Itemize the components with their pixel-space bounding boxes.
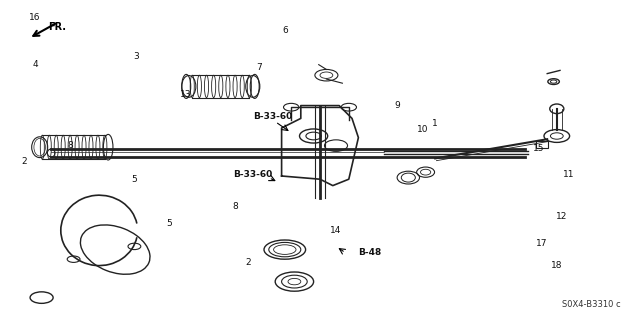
Text: 17: 17 (536, 239, 548, 248)
Text: 9: 9 (394, 101, 399, 110)
Text: 8: 8 (233, 202, 238, 211)
Text: 7: 7 (257, 63, 262, 72)
Text: 8: 8 (68, 141, 73, 150)
Text: 2: 2 (246, 258, 251, 267)
Text: 13: 13 (180, 90, 191, 99)
Text: 16: 16 (29, 13, 41, 22)
Text: S0X4-B3310 c: S0X4-B3310 c (562, 300, 621, 309)
Text: 15: 15 (533, 144, 545, 153)
Text: 11: 11 (563, 170, 574, 179)
Text: 14: 14 (330, 226, 341, 235)
Text: 5: 5 (132, 175, 137, 184)
Text: 10: 10 (417, 125, 428, 134)
Text: 18: 18 (551, 261, 563, 270)
Text: 4: 4 (33, 60, 38, 68)
Text: 5: 5 (167, 220, 172, 228)
Text: 6: 6 (282, 26, 287, 35)
Text: FR.: FR. (48, 22, 66, 32)
Text: B-33-60: B-33-60 (253, 112, 292, 121)
Text: 2: 2 (22, 157, 27, 166)
Text: 3: 3 (133, 52, 138, 60)
Text: B-33-60: B-33-60 (234, 170, 273, 179)
Text: 1: 1 (433, 119, 438, 128)
Text: 12: 12 (556, 212, 567, 220)
Text: B-48: B-48 (358, 248, 381, 257)
